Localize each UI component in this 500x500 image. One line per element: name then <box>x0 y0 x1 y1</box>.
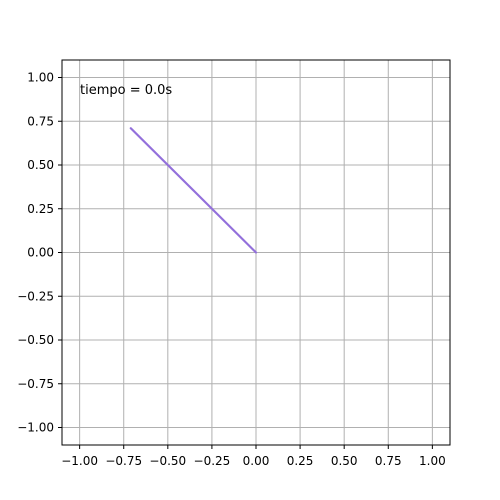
x-tick-label: 0.00 <box>243 454 270 468</box>
x-tick-label: 0.75 <box>375 454 402 468</box>
y-tick-label: 1.00 <box>27 71 54 85</box>
x-axis-ticks: −1.00 −0.75 −0.50 −0.25 0.00 0.25 0.50 0.75 1.00 <box>61 445 446 468</box>
x-tick-label: −0.25 <box>194 454 231 468</box>
time-annotation: tiempo = 0.0s <box>80 83 172 98</box>
series-layer <box>129 127 258 254</box>
y-tick-label: −0.75 <box>17 377 54 391</box>
x-tick-label: −1.00 <box>61 454 98 468</box>
y-tick-label: 0.75 <box>27 114 54 128</box>
x-tick-label: 1.00 <box>419 454 446 468</box>
x-tick-label: −0.50 <box>149 454 186 468</box>
y-tick-label: 0.50 <box>27 158 54 172</box>
y-axis-ticks: −1.00 −0.75 −0.50 −0.25 0.00 0.25 0.50 0.75 1.00 <box>17 71 62 435</box>
y-tick-label: −1.00 <box>17 421 54 435</box>
x-tick-label: 0.50 <box>331 454 358 468</box>
x-tick-label: −0.75 <box>105 454 142 468</box>
x-tick-label: 0.25 <box>287 454 314 468</box>
y-tick-label: −0.25 <box>17 289 54 303</box>
y-tick-label: −0.50 <box>17 333 54 347</box>
y-tick-label: 0.00 <box>27 246 54 260</box>
pendulum-rod-line <box>129 127 258 254</box>
y-tick-label: 0.25 <box>27 202 54 216</box>
